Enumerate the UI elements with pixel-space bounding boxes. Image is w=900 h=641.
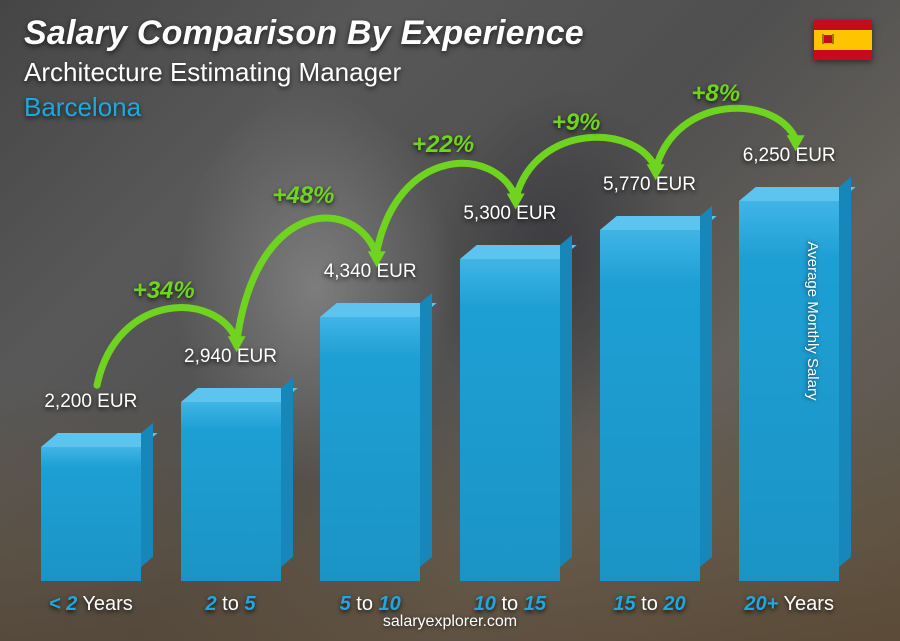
- bar-top: [600, 216, 717, 230]
- bar-value-label: 5,300 EUR: [440, 203, 580, 225]
- bar: 2,200 EUR< 2 Years: [41, 447, 141, 581]
- bar-front: [41, 447, 141, 581]
- bar-side: [420, 293, 432, 567]
- bar-front: [600, 230, 700, 581]
- bar-front: [460, 259, 560, 581]
- bar: 6,250 EUR20+ Years: [739, 201, 839, 581]
- bar-slot: 2,200 EUR< 2 Years: [30, 141, 152, 581]
- bar-side: [560, 235, 572, 567]
- bar-value-label: 2,200 EUR: [21, 391, 161, 413]
- bar-top: [41, 433, 158, 447]
- source-footer: salaryexplorer.com: [0, 613, 900, 631]
- pct-increase-label: +22%: [412, 131, 474, 159]
- job-title: Architecture Estimating Manager: [24, 57, 876, 88]
- bar: 2,940 EUR2 to 5: [181, 402, 281, 581]
- bar-slot: 6,250 EUR20+ Years: [728, 141, 850, 581]
- bar-value-label: 2,940 EUR: [161, 346, 301, 368]
- pct-increase-label: +48%: [272, 182, 334, 210]
- bar: 5,300 EUR10 to 15: [460, 259, 560, 581]
- bar-value-label: 4,340 EUR: [300, 261, 440, 283]
- bar: 4,340 EUR5 to 10: [320, 317, 420, 581]
- bar-side: [281, 378, 293, 567]
- bar-side: [839, 177, 851, 567]
- bar-slot: 5,770 EUR15 to 20: [589, 141, 711, 581]
- spain-flag-icon: [814, 20, 872, 60]
- yaxis-label: Average Monthly Salary: [804, 241, 821, 400]
- bar-top: [181, 388, 298, 402]
- bar-value-label: 6,250 EUR: [719, 145, 859, 167]
- pct-increase-label: +34%: [133, 277, 195, 305]
- chart-title: Salary Comparison By Experience: [24, 14, 876, 53]
- location: Barcelona: [24, 92, 876, 123]
- bar-front: [320, 317, 420, 581]
- bar: 5,770 EUR15 to 20: [600, 230, 700, 581]
- bar-front: [181, 402, 281, 581]
- header: Salary Comparison By Experience Architec…: [24, 14, 876, 123]
- bar-side: [700, 206, 712, 567]
- bar-value-label: 5,770 EUR: [580, 174, 720, 196]
- bar-front: [739, 201, 839, 581]
- bar-slot: 5,300 EUR10 to 15: [449, 141, 571, 581]
- salary-bar-chart: 2,200 EUR< 2 Years 2,940 EUR2 to 5 4,340 E…: [30, 141, 850, 581]
- bar-side: [141, 423, 153, 567]
